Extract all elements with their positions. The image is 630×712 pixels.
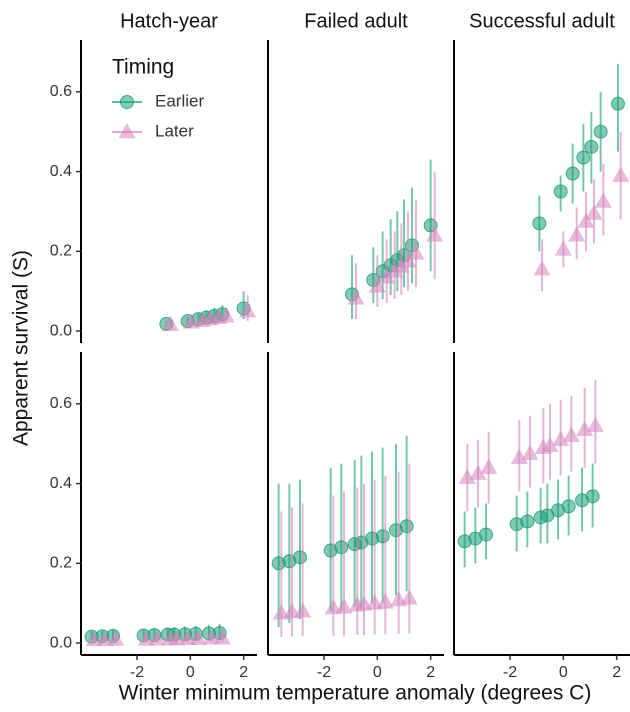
marker-triangle xyxy=(586,416,604,433)
marker-circle xyxy=(611,96,625,111)
marker-triangle xyxy=(594,192,612,208)
marker-triangle xyxy=(612,166,630,182)
marker-triangle xyxy=(217,307,235,323)
marker-circle xyxy=(334,540,349,555)
y-tick-label: 0.4 xyxy=(50,163,72,180)
marker-circle xyxy=(375,529,390,544)
y-tick-label: 0.0 xyxy=(50,634,72,651)
marker-circle xyxy=(553,184,568,199)
marker-triangle xyxy=(118,123,136,139)
strip-title: Failed adult xyxy=(304,10,408,32)
marker-triangle xyxy=(368,277,386,293)
marker-circle xyxy=(293,550,307,565)
marker-triangle xyxy=(585,204,603,220)
marker-triangle xyxy=(577,212,595,228)
marker-triangle xyxy=(213,629,231,645)
x-tick-label: 0 xyxy=(559,664,568,681)
x-tick-label: -2 xyxy=(503,664,517,681)
marker-triangle xyxy=(239,302,257,318)
y-tick-label: 0.4 xyxy=(50,475,72,492)
marker-circle xyxy=(561,499,576,514)
marker-triangle xyxy=(552,430,570,447)
legend-label: Later xyxy=(155,121,194,140)
x-tick-label: 0 xyxy=(186,664,195,681)
marker-triangle xyxy=(107,630,125,646)
marker-triangle xyxy=(400,589,418,605)
y-tick-label: 0.0 xyxy=(50,322,72,339)
marker-circle xyxy=(399,519,414,534)
marker-triangle xyxy=(533,260,551,276)
marker-triangle xyxy=(576,420,594,437)
marker-triangle xyxy=(426,226,444,242)
y-tick-label: 0.2 xyxy=(50,243,72,260)
marker-triangle xyxy=(347,289,365,305)
marker-triangle xyxy=(148,630,166,646)
marker-triangle xyxy=(161,315,179,331)
x-tick-label: 0 xyxy=(373,664,382,681)
marker-triangle xyxy=(521,444,539,460)
marker-circle xyxy=(479,527,493,542)
marker-triangle xyxy=(378,268,396,284)
marker-triangle xyxy=(480,458,498,474)
x-tick-label: -2 xyxy=(317,664,331,681)
strip-title: Hatch-year xyxy=(120,10,218,32)
strip-title: Successful adult xyxy=(469,10,615,32)
legend-title: Timing xyxy=(112,56,174,79)
marker-circle xyxy=(532,216,547,231)
marker-triangle xyxy=(376,593,394,609)
legend-label: Earlier xyxy=(155,91,204,110)
marker-circle xyxy=(584,139,599,154)
y-tick-label: 0.6 xyxy=(50,395,72,412)
x-axis-title: Winter minimum temperature anomaly (degr… xyxy=(119,682,592,705)
marker-circle xyxy=(520,514,535,529)
x-tick-label: 2 xyxy=(239,664,248,681)
marker-triangle xyxy=(554,240,572,256)
y-axis-title: Apparent survival (S) xyxy=(10,250,33,446)
marker-triangle xyxy=(458,468,476,484)
marker-triangle xyxy=(469,464,487,480)
marker-triangle xyxy=(407,244,425,260)
y-tick-label: 0.2 xyxy=(50,555,72,572)
marker-circle xyxy=(593,124,608,139)
marker-circle xyxy=(576,150,591,165)
x-tick-label: -2 xyxy=(130,664,144,681)
x-tick-label: 2 xyxy=(426,664,435,681)
marker-triangle xyxy=(562,426,580,443)
marker-triangle xyxy=(294,602,312,618)
marker-triangle xyxy=(510,448,528,464)
marker-triangle xyxy=(189,629,207,645)
marker-triangle xyxy=(541,436,559,452)
marker-circle xyxy=(585,489,600,504)
marker-circle xyxy=(565,166,580,181)
marker-triangle xyxy=(335,598,353,614)
marker-triangle xyxy=(399,252,417,268)
marker-circle xyxy=(120,95,134,109)
marker-triangle xyxy=(568,226,586,242)
x-tick-label: 2 xyxy=(612,664,621,681)
y-tick-label: 0.6 xyxy=(50,83,72,100)
